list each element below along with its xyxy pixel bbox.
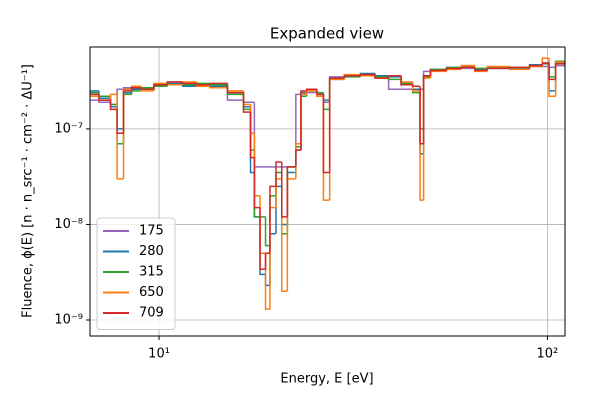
step-segment: [109, 100, 118, 111]
step-segment: [259, 207, 266, 270]
step-segment: [264, 252, 270, 270]
x-tick-label: 10¹: [148, 347, 170, 362]
step-segment: [343, 75, 361, 79]
step-segment: [400, 75, 413, 86]
step-segment: [411, 84, 421, 87]
legend-label: 315: [139, 265, 164, 280]
legend-label: 650: [139, 285, 164, 300]
plot-area: [90, 57, 565, 310]
step-segment: [253, 157, 261, 209]
step-segment: [295, 93, 301, 167]
step-segment: [445, 67, 462, 71]
step-segment: [116, 109, 124, 135]
step-segment: [226, 83, 244, 94]
step-segment: [269, 185, 276, 254]
step-segment: [122, 90, 132, 134]
step-segment: [305, 88, 317, 91]
step-segment: [264, 253, 270, 310]
step-segment: [264, 216, 270, 247]
step-segment: [181, 81, 197, 85]
step-segment: [195, 83, 210, 86]
step-segment: [473, 67, 488, 72]
step-segment: [422, 75, 431, 144]
y-axis-label: Fluence, ϕ(E) [n · n_src⁻¹ · cm⁻² · ΔU⁻¹…: [21, 64, 36, 318]
y-tick-label: 10⁻⁸: [54, 217, 83, 232]
step-segment: [387, 76, 402, 91]
step-segment: [208, 82, 228, 85]
step-segment: [109, 93, 118, 101]
step-segment: [166, 81, 183, 85]
legend-label: 175: [139, 224, 164, 239]
step-segment: [316, 89, 324, 96]
step-segment: [295, 149, 301, 167]
step-segment: [295, 142, 301, 179]
legend-label: 709: [139, 306, 164, 321]
step-segment: [153, 83, 168, 90]
legend: 175 280 315 650 709: [96, 217, 176, 330]
step-segment: [548, 62, 556, 81]
step-segment: [208, 86, 228, 89]
step-segment: [275, 161, 282, 187]
step-segment: [387, 75, 402, 79]
step-segment: [140, 87, 154, 91]
step-segment: [541, 62, 550, 66]
step-segment: [281, 162, 288, 218]
step-segment: [486, 67, 510, 71]
step-segment: [322, 94, 330, 174]
step-segment: [130, 86, 142, 91]
step-segment: [528, 64, 543, 68]
chart-title: Expanded view: [270, 25, 384, 43]
step-segment: [509, 66, 530, 69]
step-segment: [242, 92, 251, 113]
plot-frame: [89, 46, 566, 337]
x-axis-label: Energy, E [eV]: [280, 372, 373, 387]
step-segment: [460, 66, 475, 69]
step-segment: [328, 77, 345, 173]
step-segment: [300, 90, 307, 151]
step-segment: [554, 61, 565, 97]
step-segment: [249, 112, 255, 159]
legend-label: 280: [139, 244, 164, 259]
step-segment: [419, 86, 424, 145]
x-tick-label: 10²: [537, 347, 559, 362]
step-segment: [429, 69, 447, 76]
step-segment: [374, 74, 389, 79]
series: [90, 60, 565, 270]
step-segment: [286, 166, 296, 217]
y-tick-label: 10⁻⁷: [54, 121, 83, 136]
step-segment: [359, 73, 376, 76]
legend-box: [96, 217, 176, 330]
step-segment: [98, 94, 111, 101]
step-segment: [554, 63, 565, 80]
step-segment: [122, 88, 132, 179]
y-tick-label: 10⁻⁹: [54, 312, 83, 327]
